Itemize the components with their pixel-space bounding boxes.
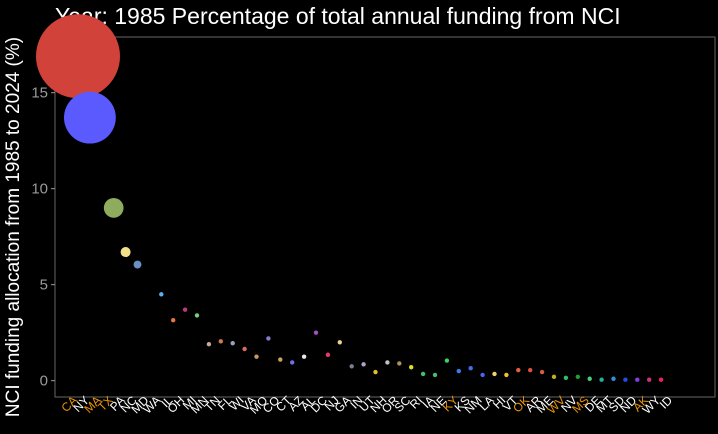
data-point-ia	[432, 372, 438, 378]
data-point-va	[254, 354, 259, 359]
data-point-mi	[194, 313, 200, 318]
data-point-wi	[242, 346, 247, 352]
data-point-mt	[611, 376, 616, 381]
data-point-nc	[133, 260, 142, 269]
data-point-tx	[103, 198, 124, 218]
data-point-sc	[409, 365, 414, 370]
data-point-ms	[587, 376, 592, 381]
data-point-sd	[623, 377, 628, 382]
data-point-tn	[218, 339, 223, 344]
data-point-ut	[373, 369, 378, 375]
data-point-mn	[206, 342, 212, 347]
data-point-ri	[420, 371, 426, 377]
data-point-or	[397, 361, 402, 366]
y-tick-label: 10	[31, 181, 48, 198]
data-point-ne	[444, 358, 450, 363]
data-point-ca	[36, 14, 120, 99]
data-point-vt	[516, 367, 521, 373]
data-point-il	[171, 318, 176, 323]
y-tick-label: 15	[31, 85, 48, 102]
data-point-nd	[635, 377, 640, 382]
data-point-nm	[480, 372, 485, 378]
data-point-ak	[647, 377, 652, 382]
data-point-nj	[337, 340, 342, 345]
data-point-mo	[266, 336, 271, 341]
data-point-oh	[182, 307, 188, 312]
data-point-ct	[290, 360, 295, 365]
data-point-me	[551, 374, 557, 380]
data-point-ar	[539, 369, 545, 375]
data-point-in	[361, 362, 366, 367]
data-point-wy	[658, 377, 664, 382]
data-point-az	[301, 354, 307, 359]
data-point-hi	[504, 372, 509, 378]
y-tick-label: 5	[40, 277, 48, 294]
data-point-dc	[325, 352, 331, 357]
x-axis-tick-labels: CANYMATXPANCMDWAILOHMIMNTNFLWIVAMOCOCTAZ…	[58, 393, 675, 417]
data-point-al	[313, 330, 319, 335]
data-point-ks	[468, 366, 473, 371]
data-point-nv	[575, 374, 580, 380]
data-point-ga	[349, 364, 354, 369]
data-point-la	[492, 371, 497, 377]
data-point-pa	[120, 247, 131, 258]
data-point-fl	[230, 341, 235, 346]
y-tick-label: 0	[40, 373, 48, 390]
data-point-co	[278, 357, 283, 362]
data-point-ok	[528, 367, 533, 373]
chart-title: Year: 1985 Percentage of total annual fu…	[55, 3, 621, 29]
data-point-de	[599, 377, 604, 382]
data-points	[36, 14, 664, 382]
data-point-wv	[563, 375, 569, 380]
data-point-nh	[385, 360, 390, 365]
data-point-ky	[456, 368, 461, 374]
y-axis: 0 5 10 15	[31, 85, 55, 390]
plot-panel	[54, 36, 716, 398]
data-point-ny	[63, 91, 116, 144]
data-point-wa	[159, 292, 164, 297]
